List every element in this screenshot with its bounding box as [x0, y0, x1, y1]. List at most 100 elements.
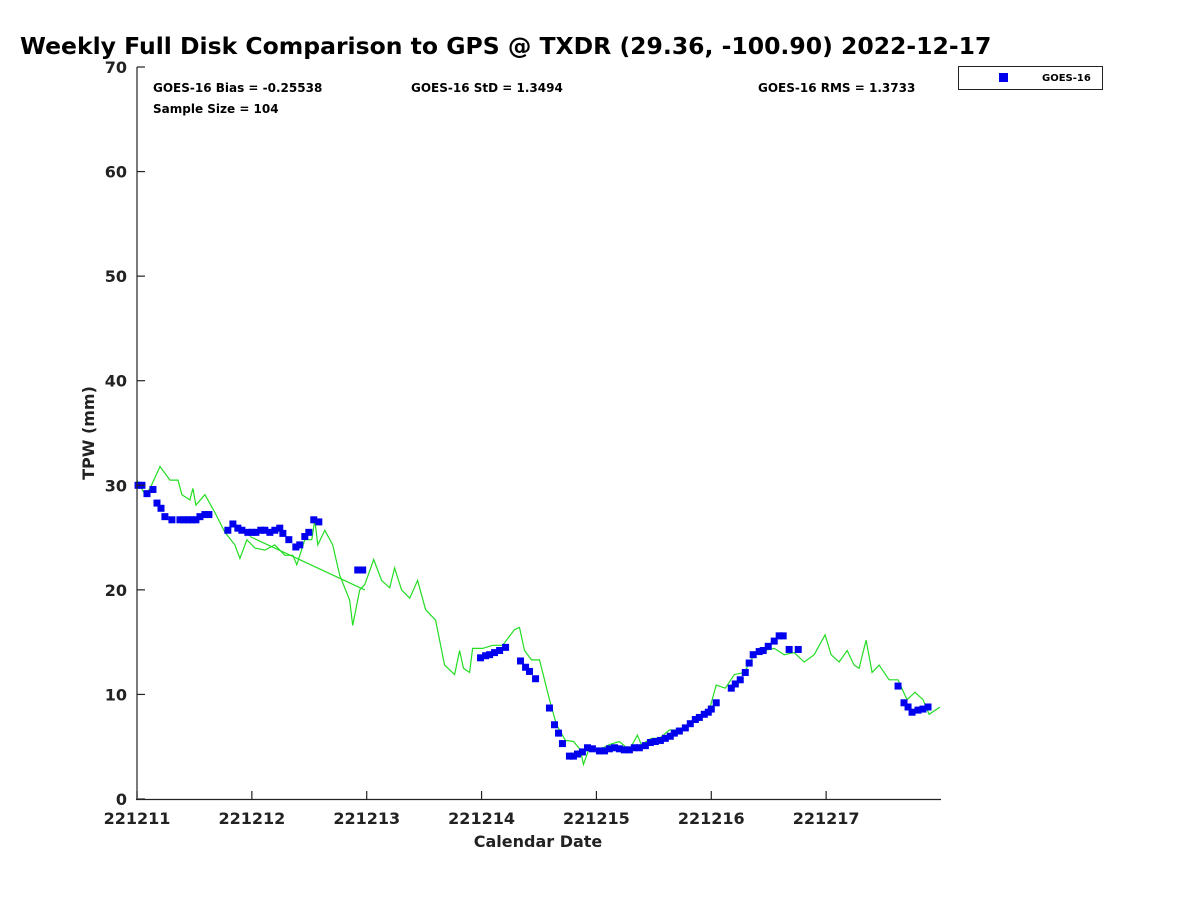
goes16-data-point — [157, 504, 165, 512]
goes16-data-point — [359, 566, 367, 574]
goes16-data-point — [257, 526, 265, 534]
goes16-data-point — [578, 748, 586, 756]
goes16-data-point — [301, 533, 309, 541]
goes16-data-point — [502, 643, 510, 651]
goes16-data-point — [143, 490, 151, 498]
goes16-data-point — [914, 706, 922, 714]
bias-annotation: GOES-16 Bias = -0.25538 — [153, 81, 322, 95]
goes16-data-point — [525, 667, 533, 675]
goes16-data-point — [496, 647, 504, 655]
goes16-data-point — [310, 516, 318, 524]
goes16-data-point — [727, 684, 735, 692]
gps-series-line — [249, 535, 366, 591]
goes16-data-point — [201, 511, 209, 519]
goes16-data-point — [555, 729, 563, 737]
goes16-data-point — [630, 744, 638, 752]
goes16-data-point — [153, 499, 161, 507]
goes16-data-point — [919, 705, 927, 713]
goes16-data-point — [305, 528, 313, 536]
goes16-data-point — [666, 732, 674, 740]
goes16-data-point — [558, 740, 566, 748]
goes16-data-point — [149, 485, 157, 493]
chart-title: Weekly Full Disk Comparison to GPS @ TXD… — [20, 32, 991, 60]
goes16-data-point — [296, 541, 304, 549]
goes16-data-point — [188, 516, 196, 524]
legend-box — [958, 66, 1103, 90]
ticks: 221211 221212 221213 221214 221215 221216 2212… — [104, 58, 860, 828]
goes16-data-point — [686, 720, 694, 728]
y-tick-label: 10 — [105, 685, 127, 704]
goes16-data-point — [517, 657, 525, 665]
goes16-data-point — [583, 744, 591, 752]
goes16-data-point — [924, 703, 932, 711]
goes16-data-point — [229, 520, 237, 528]
goes16-data-point — [635, 744, 643, 752]
goes16-data-point — [168, 516, 176, 524]
goes16-data-point — [248, 528, 256, 536]
goes16-data-point — [595, 747, 603, 755]
goes16-data-point — [641, 742, 649, 750]
x-axis-label: Calendar Date — [474, 832, 603, 851]
goes16-data-point — [731, 680, 739, 688]
goes16-data-point — [238, 526, 246, 534]
x-tick-label: 221217 — [793, 809, 860, 828]
goes16-data-point — [651, 737, 659, 745]
x-tick-label: 221213 — [333, 809, 400, 828]
goes16-data-point — [532, 675, 540, 683]
goes16-data-point — [745, 659, 753, 667]
goes16-data-point — [775, 632, 783, 640]
goes16-data-point — [161, 513, 169, 521]
goes16-data-point — [482, 652, 490, 660]
goes16-data-point — [656, 736, 664, 744]
goes16-data-point — [749, 651, 757, 659]
goes16-data-point — [712, 699, 720, 707]
goes16-data-point — [224, 526, 232, 534]
goes16-data-point — [176, 516, 184, 524]
goes16-data-point — [794, 645, 802, 653]
x-tick-label: 221211 — [104, 809, 171, 828]
goes16-data-point — [785, 645, 793, 653]
goes16-data-point — [695, 713, 703, 721]
goes16-data-point — [588, 745, 596, 753]
goes16-data-point — [244, 528, 252, 536]
goes16-data-point — [736, 676, 744, 684]
y-tick-label: 50 — [105, 267, 127, 286]
goes16-data-point — [670, 729, 678, 737]
axes — [136, 67, 941, 801]
goes16-data-point — [266, 528, 274, 536]
goes16-data-point — [354, 566, 362, 574]
plot-points — [134, 481, 932, 760]
legend: GOES-16 — [958, 66, 1103, 90]
goes16-data-point — [234, 524, 242, 532]
goes16-data-point — [741, 668, 749, 676]
goes16-data-point — [276, 524, 284, 532]
goes16-data-point — [908, 708, 916, 716]
goes16-data-point — [477, 654, 485, 662]
x-tick-label: 221216 — [678, 809, 745, 828]
goes16-data-point — [491, 649, 499, 657]
goes16-data-point — [675, 727, 683, 735]
x-tick-label: 221214 — [448, 809, 515, 828]
sample-size-annotation: Sample Size = 104 — [153, 102, 279, 116]
goes16-data-point — [900, 699, 908, 707]
gps-series-line — [136, 465, 941, 767]
y-tick-label: 30 — [105, 476, 127, 495]
goes16-data-point — [184, 516, 192, 524]
goes16-data-point — [770, 637, 778, 645]
goes16-data-point — [755, 648, 763, 656]
y-tick-label: 40 — [105, 372, 127, 391]
x-tick-label: 221215 — [563, 809, 630, 828]
goes16-data-point — [261, 526, 269, 534]
goes16-data-point — [779, 632, 787, 640]
goes16-data-point — [271, 526, 279, 534]
y-axis-label: TPW (mm) — [79, 386, 98, 480]
legend-marker-goes16 — [999, 73, 1008, 82]
x-tick-label: 221212 — [218, 809, 285, 828]
goes16-data-point — [707, 705, 715, 713]
goes16-data-point — [205, 511, 213, 519]
goes16-data-point — [615, 745, 623, 753]
goes16-data-point — [894, 682, 902, 690]
goes16-data-point — [764, 642, 772, 650]
goes16-data-point — [625, 746, 633, 754]
goes16-data-point — [691, 716, 699, 724]
